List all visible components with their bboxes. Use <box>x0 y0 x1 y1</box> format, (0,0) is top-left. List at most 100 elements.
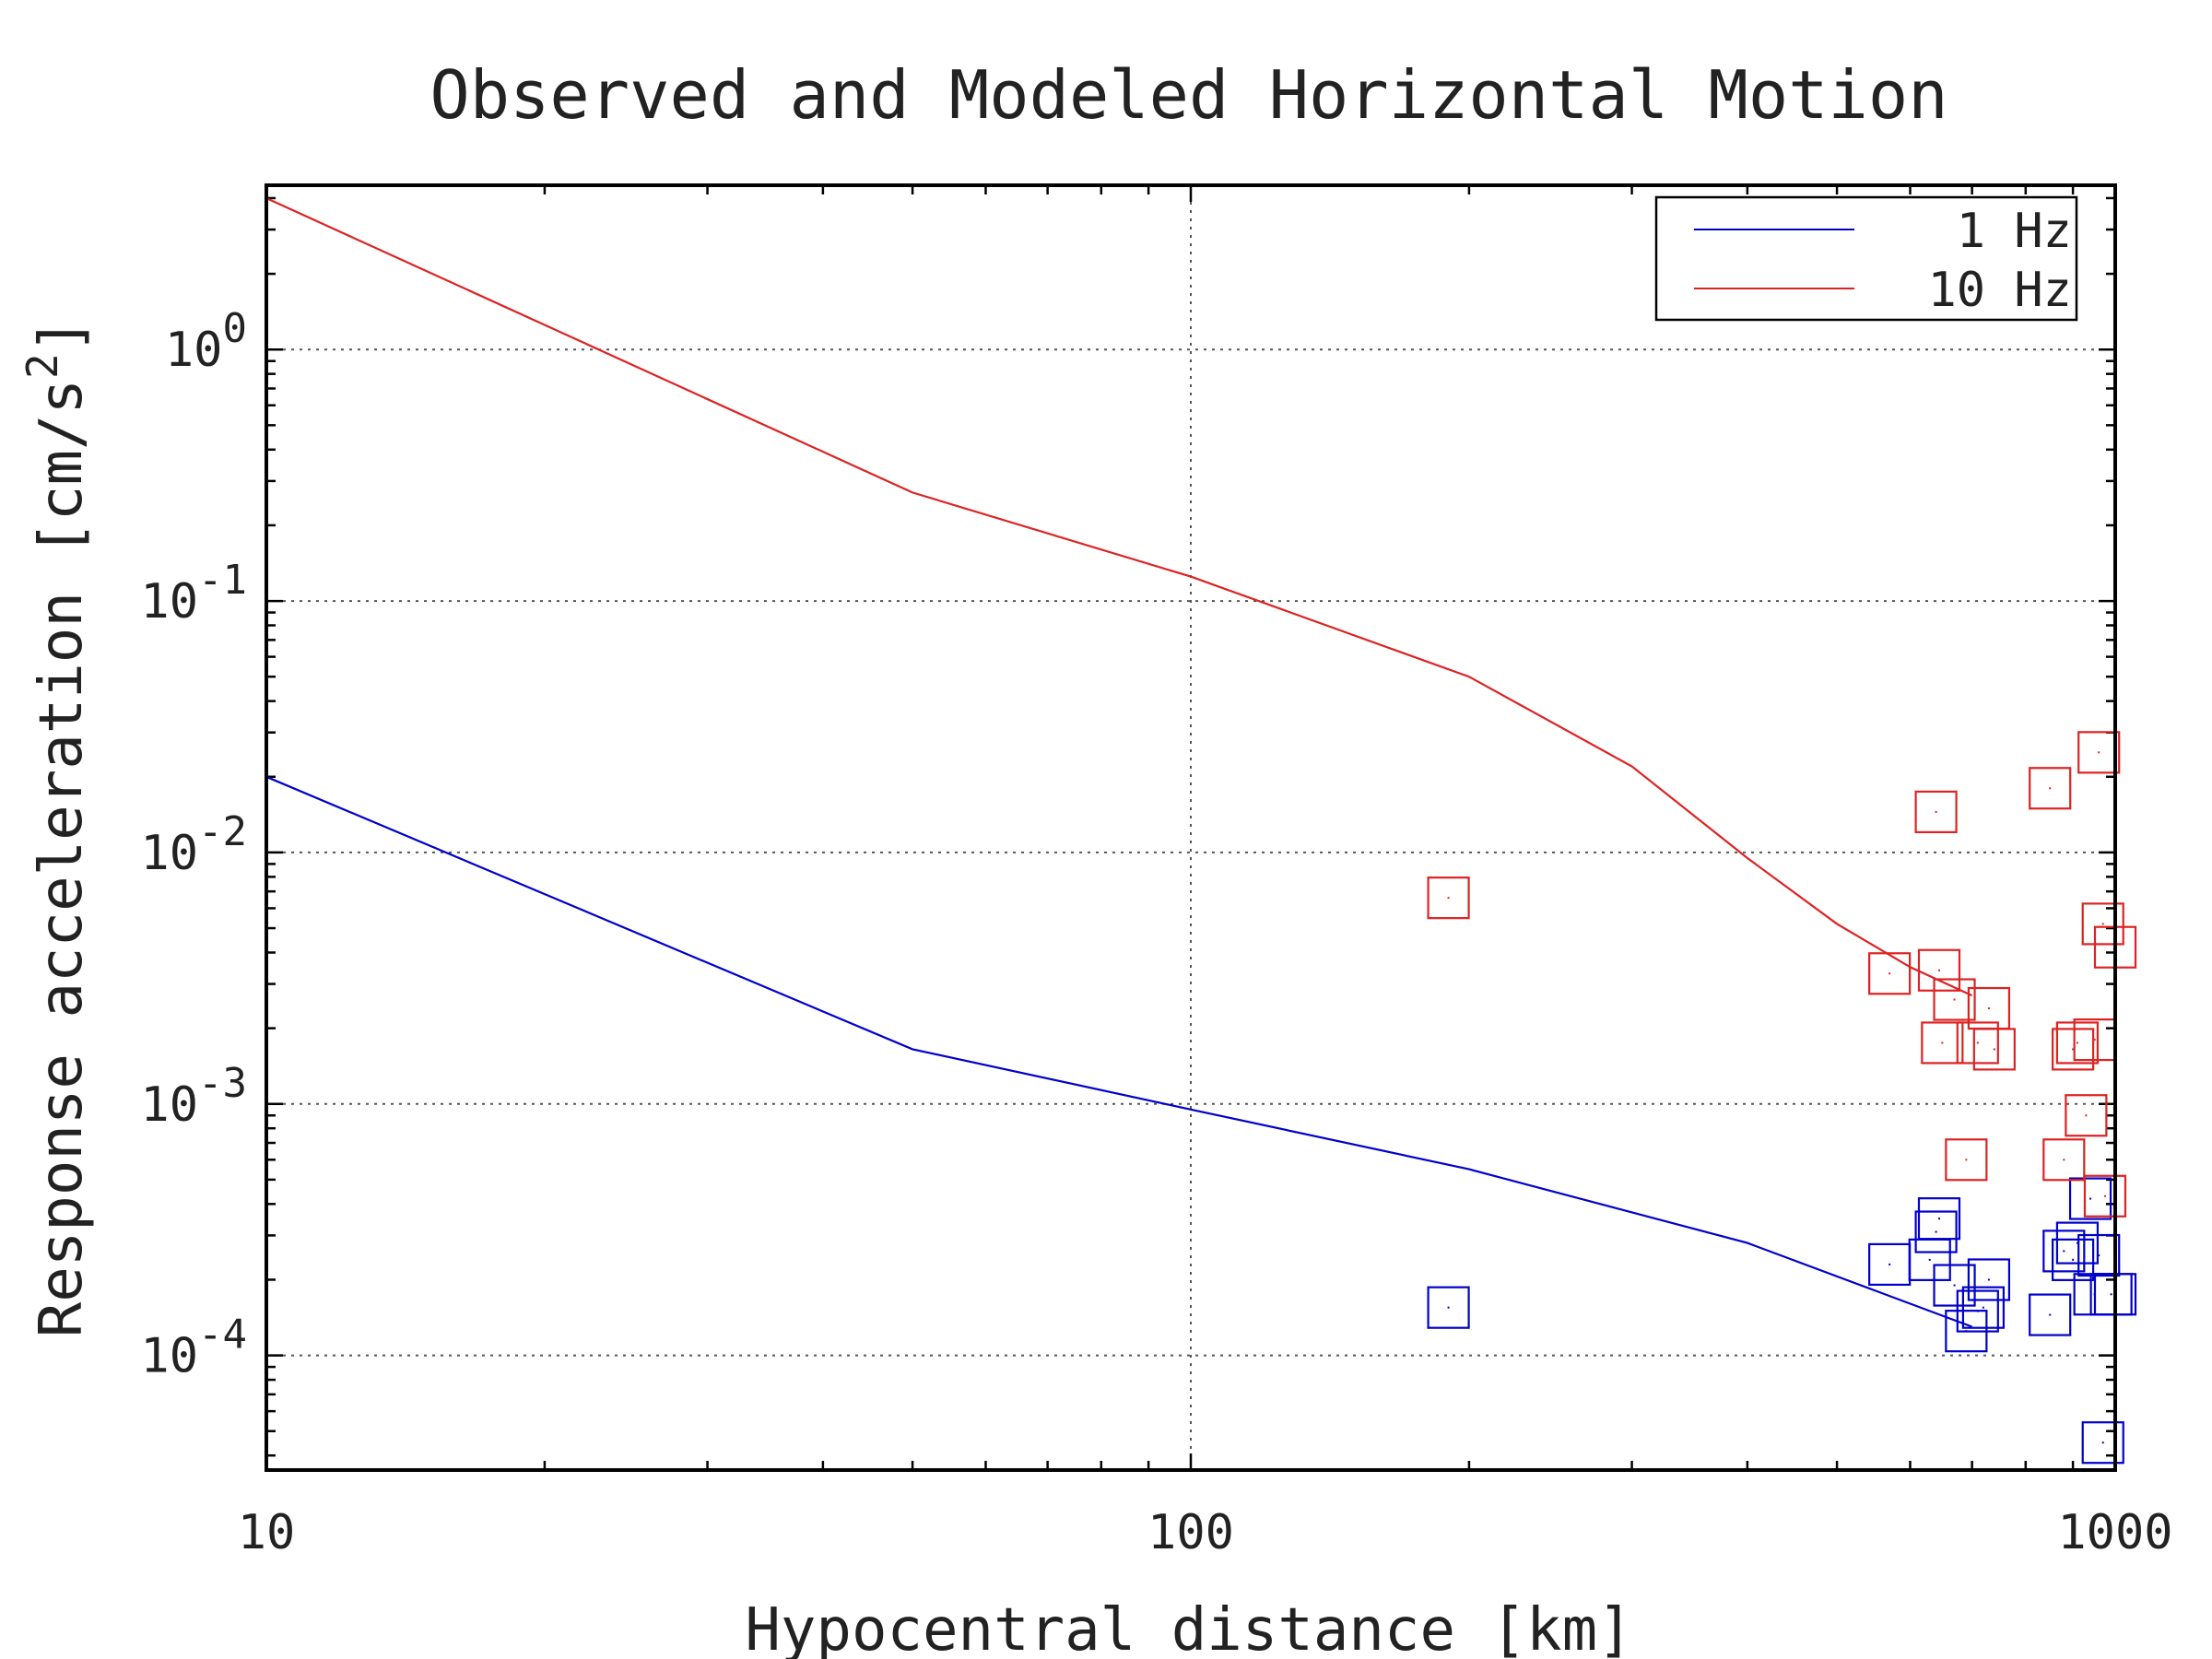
model-line-1hz <box>265 775 1972 1328</box>
observed-point-1hz <box>1961 1286 2006 1329</box>
y-tick-label-base: 10 <box>140 826 198 881</box>
observed-point-1hz <box>2055 1221 2100 1265</box>
observed-point-10hz <box>1921 1021 1964 1065</box>
observed-point-center-1hz <box>1953 1284 1956 1287</box>
observed-point-10hz <box>2083 1174 2127 1218</box>
observed-point-center-1hz <box>1976 1310 1979 1312</box>
observed-point-center-1hz <box>2072 1258 2075 1261</box>
observed-point-center-1hz <box>2101 1441 2104 1444</box>
observed-point-center-10hz <box>2101 923 2104 925</box>
observed-point-1hz <box>2042 1230 2086 1273</box>
observed-point-10hz <box>1956 1021 1999 1065</box>
observed-point-center-10hz <box>2072 1048 2075 1051</box>
observed-point-10hz <box>1945 1138 1988 1182</box>
observed-point-10hz <box>1427 877 1470 920</box>
observed-point-1hz <box>2052 1238 2095 1281</box>
observed-point-center-1hz <box>1982 1306 1984 1309</box>
x-tick-labels: 10 100 1000 <box>238 1505 2173 1560</box>
x-tick-label: 100 <box>1147 1505 1234 1560</box>
series-layer <box>265 196 2137 1465</box>
observed-point-center-10hz <box>1987 1007 1990 1010</box>
y-axis-label: Response acceleration [cm/s2] <box>18 318 96 1338</box>
observed-point-center-10hz <box>1941 1041 1944 1044</box>
x-tick-label: 10 <box>238 1505 296 1560</box>
observed-point-center-10hz <box>2098 751 2100 754</box>
y-tick-label: 10-3 <box>140 1060 247 1133</box>
observed-point-1hz <box>2068 1177 2112 1220</box>
y-tick-label-base: 10 <box>140 1077 198 1133</box>
observed-point-10hz <box>2042 1138 2086 1182</box>
series-10hz <box>265 196 2137 1218</box>
observed-point-center-1hz <box>1987 1278 1990 1281</box>
observed-point-center-1hz <box>1935 1230 1937 1233</box>
observed-point-center-10hz <box>1976 1041 1979 1044</box>
y-tick-label: 10-4 <box>140 1312 247 1384</box>
observed-point-center-10hz <box>2085 1114 2088 1117</box>
plot-frame <box>265 183 2117 1472</box>
y-tick-label-exponent: -2 <box>198 808 247 855</box>
observed-point-center-10hz <box>1937 969 1940 971</box>
y-tick-label-base: 10 <box>140 574 198 629</box>
y-tick-label-exponent: -4 <box>198 1312 247 1359</box>
observed-point-center-10hz <box>1993 1048 1995 1051</box>
observed-point-1hz <box>1917 1197 1961 1241</box>
y-tick-label: 100 <box>165 305 247 378</box>
legend-label-10hz: 10 Hz <box>1927 263 2072 318</box>
y-tick-label: 10-2 <box>140 808 247 881</box>
observed-point-center-10hz <box>2063 1159 2065 1161</box>
observed-point-10hz <box>2077 731 2121 774</box>
observed-point-center-1hz <box>1928 1258 1931 1261</box>
observed-point-center-1hz <box>1937 1218 1940 1220</box>
y-axis-label-suffix: ] <box>28 318 96 354</box>
observed-point-center-10hz <box>2093 1039 2096 1041</box>
observed-point-1hz <box>2077 1233 2121 1277</box>
legend-box <box>1654 195 2078 322</box>
observed-point-center-1hz <box>1447 1306 1450 1309</box>
observed-point-1hz <box>2029 1293 2072 1336</box>
observed-point-center-1hz <box>1888 1263 1891 1265</box>
observed-point-1hz <box>1427 1286 1470 1329</box>
observed-point-center-10hz <box>2076 1041 2078 1044</box>
observed-point-10hz <box>1914 790 1958 833</box>
series-1hz <box>265 775 2137 1465</box>
observed-point-center-1hz <box>2098 1254 2100 1257</box>
legend-label-1hz: 1 Hz <box>1957 204 2072 259</box>
observed-point-1hz <box>1956 1289 1999 1333</box>
observed-point-center-1hz <box>2089 1197 2092 1200</box>
observed-point-center-1hz <box>2049 1313 2052 1316</box>
observed-point-1hz <box>2081 1421 2124 1465</box>
y-tick-label-exponent: 0 <box>223 305 248 352</box>
y-tick-label: 10-1 <box>140 557 247 629</box>
observed-point-10hz <box>2029 767 2072 810</box>
observed-point-center-10hz <box>1953 998 1956 1001</box>
observed-point-center-10hz <box>1447 897 1450 900</box>
observed-point-center-10hz <box>1888 972 1891 975</box>
observed-point-10hz <box>2065 1094 2108 1137</box>
observed-point-10hz <box>1933 978 1976 1021</box>
legend: 1 Hz 10 Hz <box>1654 195 2078 322</box>
observed-point-10hz <box>1972 1028 2016 1071</box>
y-tick-label-base: 10 <box>165 323 223 378</box>
y-tick-label-exponent: -1 <box>198 557 247 604</box>
observed-point-1hz <box>1967 1258 2011 1301</box>
y-tick-label-exponent: -3 <box>198 1060 247 1107</box>
y-axis-label-main: Response acceleration [cm/s <box>28 379 96 1337</box>
x-axis-label: Hypocentral distance [km] <box>745 1596 1632 1659</box>
observed-point-10hz <box>2052 1028 2095 1071</box>
chart-title: Observed and Modeled Horizontal Motion <box>429 56 1947 134</box>
observed-point-center-10hz <box>1935 810 1937 813</box>
y-axis-label-superscript: 2 <box>18 353 67 379</box>
observed-point-10hz <box>1868 952 1912 995</box>
observed-point-center-1hz <box>2063 1250 2065 1253</box>
y-tick-label-base: 10 <box>140 1329 198 1384</box>
observed-point-10hz <box>2055 1021 2100 1065</box>
observed-point-center-10hz <box>2103 1194 2106 1197</box>
x-tick-label: 1000 <box>2057 1505 2172 1560</box>
observed-point-center-1hz <box>2076 1241 2078 1244</box>
observed-point-center-10hz <box>1965 1159 1968 1161</box>
observed-point-center-1hz <box>2110 1293 2112 1296</box>
observed-point-10hz <box>1917 948 1961 992</box>
